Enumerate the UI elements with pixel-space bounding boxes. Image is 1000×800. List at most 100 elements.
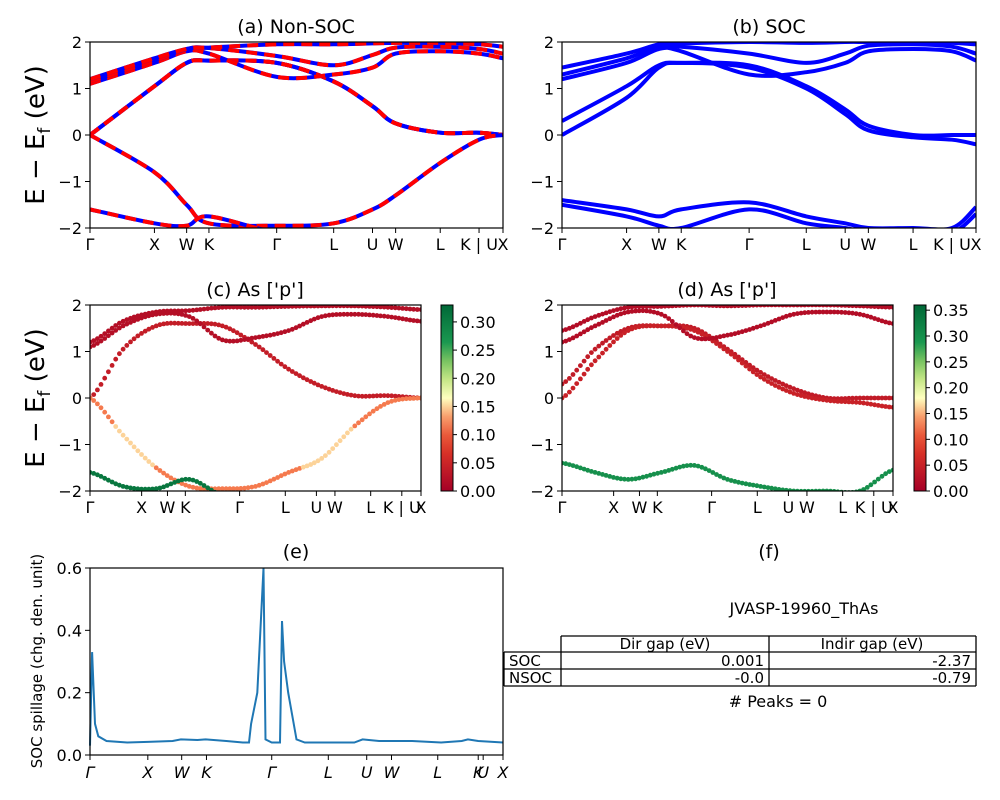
panel-c-point bbox=[106, 369, 111, 375]
panel-d-point bbox=[714, 305, 719, 309]
panel-d-point bbox=[658, 311, 664, 317]
panel-d-point bbox=[589, 350, 594, 355]
panel-d-plot-area bbox=[562, 305, 893, 491]
panel-d-point bbox=[780, 315, 786, 320]
panel-d-point bbox=[886, 404, 892, 410]
panel-b-xtick-label: W bbox=[860, 235, 876, 254]
panel-a-xtick-label: L bbox=[329, 235, 338, 254]
panel-d-xtick-label: U bbox=[783, 498, 795, 517]
panel-d-point bbox=[875, 403, 881, 408]
panel-c-point bbox=[345, 392, 350, 397]
panel-e-spillage-plot: 0.60.40.20.0Γ X W K Γ L U W L KU X bbox=[57, 559, 510, 782]
panel-b-xtick-label: K | U bbox=[933, 235, 971, 254]
panel-c-point bbox=[231, 328, 236, 334]
panel-c-point bbox=[289, 305, 295, 309]
panel-a-plot-area bbox=[90, 42, 503, 228]
panel-c-point bbox=[323, 453, 328, 458]
panel-d-point bbox=[875, 476, 881, 482]
panel-d-point bbox=[758, 370, 763, 375]
panel-c-point bbox=[319, 314, 325, 319]
panel-c-point bbox=[234, 330, 240, 336]
panel-c-point bbox=[212, 321, 218, 327]
panel-c-point bbox=[157, 485, 163, 491]
panel-d-point bbox=[585, 366, 591, 372]
panel-d-point bbox=[563, 379, 569, 384]
panel-d-point bbox=[750, 369, 756, 375]
panel-d-point bbox=[791, 386, 797, 392]
panel-c-point bbox=[128, 485, 133, 491]
panel-c-point bbox=[183, 313, 189, 318]
panel-c-point bbox=[414, 395, 420, 401]
panel-c-point bbox=[131, 314, 137, 320]
panel-d-point bbox=[813, 309, 819, 315]
panel-c-point bbox=[95, 401, 100, 407]
panel-b-band-1 bbox=[562, 60, 976, 147]
panel-d-point bbox=[655, 470, 660, 476]
panel-c-point bbox=[282, 329, 288, 335]
panel-c-ytick-label: 2 bbox=[72, 296, 82, 315]
panel-d-point bbox=[673, 305, 679, 309]
panel-c-point bbox=[190, 307, 196, 313]
panel-c-point bbox=[286, 328, 291, 333]
panel-d-point bbox=[886, 395, 892, 401]
panel-c-point bbox=[205, 306, 211, 312]
panel-b-ytick-label: −2 bbox=[530, 219, 554, 238]
panel-d-point bbox=[589, 362, 594, 368]
panel-d-point bbox=[684, 463, 690, 468]
panel-c-point bbox=[186, 308, 192, 313]
panel-b-xtick-label: K bbox=[676, 235, 687, 254]
panel-d-point bbox=[798, 393, 804, 398]
panel-d-point bbox=[625, 328, 631, 333]
panel-c-point bbox=[352, 393, 358, 399]
panel-c-point bbox=[323, 385, 328, 391]
panel-a-xtick-label: L bbox=[436, 235, 445, 254]
panel-c-point bbox=[378, 313, 383, 319]
panel-c-point bbox=[345, 311, 350, 317]
panel-c-point bbox=[352, 503, 357, 508]
panel-c-point bbox=[194, 479, 200, 484]
panel-d-point bbox=[699, 305, 705, 308]
panel-d-point bbox=[820, 309, 826, 315]
panel-d-point bbox=[846, 305, 852, 308]
panel-c-colorbar-label: 0.15 bbox=[460, 397, 496, 416]
panel-c-point bbox=[91, 343, 97, 348]
panel-d-point bbox=[618, 306, 624, 312]
spillage-xtick-label: L bbox=[324, 763, 333, 782]
table-row-label-soc: SOC bbox=[509, 652, 541, 670]
energy-ylabel-top: E − Ef (eV) bbox=[21, 65, 55, 205]
panel-c-point bbox=[220, 305, 225, 310]
panel-d-xtick-label: W bbox=[632, 498, 648, 517]
panel-d-colorbar-label: 0.25 bbox=[933, 353, 969, 372]
panel-c-point bbox=[407, 306, 413, 312]
panel-d-point bbox=[864, 305, 870, 309]
panel-c-point bbox=[363, 305, 369, 309]
panel-d-colorbar-label: 0.15 bbox=[933, 405, 969, 424]
panel-d-point bbox=[596, 321, 602, 327]
panel-d-colorbar-label: 0.00 bbox=[933, 482, 969, 501]
panel-c-point bbox=[234, 338, 240, 344]
panel-d-point bbox=[839, 305, 844, 308]
panel-c-point bbox=[389, 314, 394, 320]
panel-c-point bbox=[227, 305, 233, 310]
panel-d-point bbox=[872, 479, 877, 485]
panel-c-point bbox=[205, 327, 211, 333]
panel-d-point bbox=[622, 476, 627, 482]
panel-c-point bbox=[212, 333, 218, 339]
spillage-line bbox=[89, 567, 504, 746]
panel-c-point bbox=[117, 482, 122, 488]
panel-d-colorbar-label: 0.30 bbox=[933, 327, 969, 346]
panel-d-point bbox=[743, 360, 749, 365]
panel-d-point bbox=[636, 475, 642, 481]
panel-d-point bbox=[769, 381, 774, 386]
panel-c-point bbox=[367, 305, 372, 309]
panel-c-point bbox=[238, 305, 244, 310]
panel-d-point bbox=[795, 392, 800, 397]
panel-c-point bbox=[168, 320, 174, 326]
panel-d-point bbox=[658, 470, 664, 475]
panel-c-point bbox=[396, 315, 402, 321]
panel-d-point bbox=[743, 328, 749, 333]
panel-c-point bbox=[374, 406, 380, 412]
panel-d-point bbox=[662, 469, 668, 474]
panel-d-point bbox=[662, 305, 668, 309]
panel-d-point bbox=[739, 480, 745, 486]
